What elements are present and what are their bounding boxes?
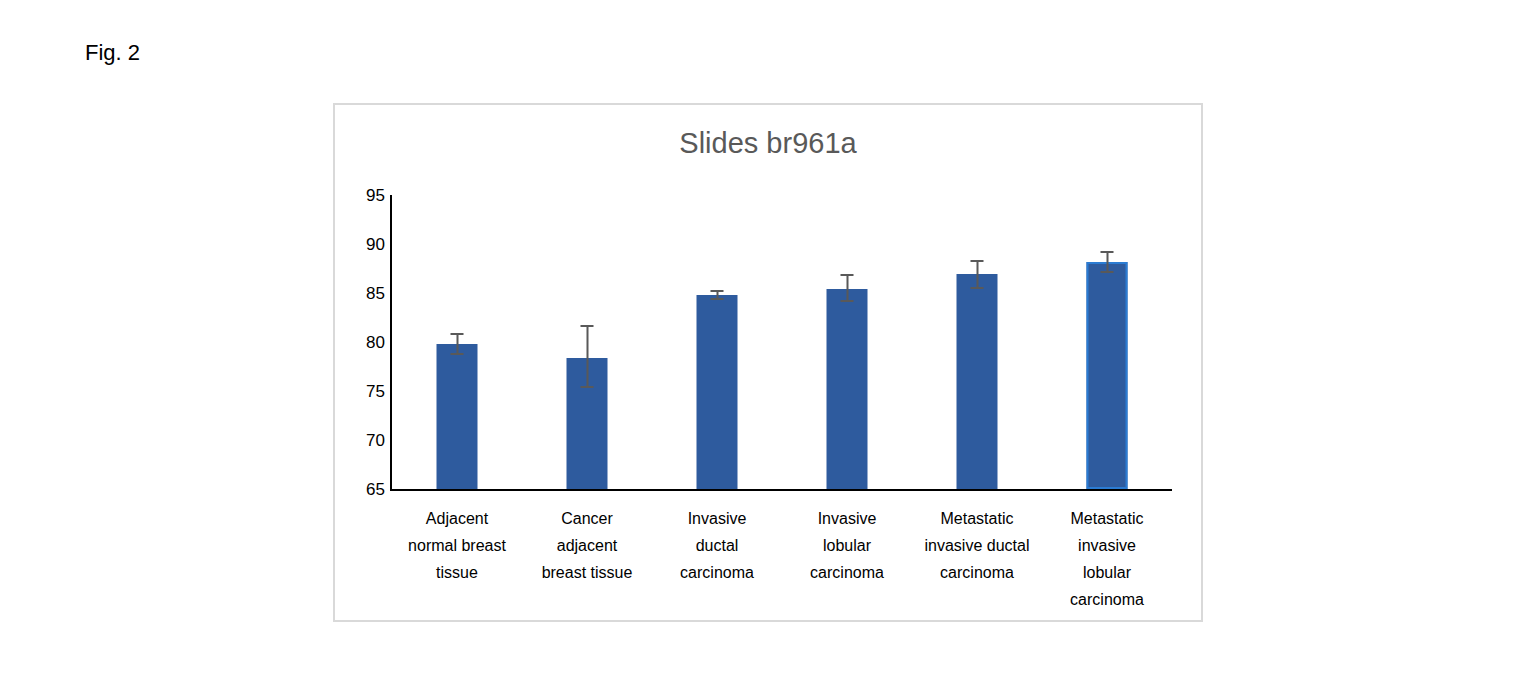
y-tick-label: 70 <box>366 432 385 449</box>
error-bar-line <box>456 333 458 355</box>
x-category-label: Metastatic invasive lobular carcinoma <box>1042 505 1172 613</box>
error-bar-cap <box>581 325 594 327</box>
x-axis-line <box>390 489 1172 491</box>
bar-column <box>782 195 912 489</box>
chart-container: Slides br961a 65 70 75 80 85 90 95 Adjacent no… <box>333 103 1203 622</box>
y-tick-label: 75 <box>366 383 385 400</box>
bar-column <box>652 195 782 489</box>
error-bar-cap <box>711 290 724 292</box>
error-bar-cap <box>841 274 854 276</box>
error-bar-line <box>586 325 588 388</box>
bar <box>437 344 478 489</box>
y-tick-label: 85 <box>366 285 385 302</box>
x-axis-category-labels: Adjacent normal breast tissueCancer adja… <box>392 505 1172 613</box>
x-category-label: Adjacent normal breast tissue <box>392 505 522 613</box>
plot-area <box>392 195 1172 489</box>
x-category-label: Invasive lobular carcinoma <box>782 505 912 613</box>
error-bar-cap <box>841 300 854 302</box>
error-bar-cap <box>451 353 464 355</box>
error-bar-cap <box>451 333 464 335</box>
bar-column <box>1042 195 1172 489</box>
error-bar <box>971 260 984 289</box>
error-bar-cap <box>971 287 984 289</box>
error-bar <box>841 274 854 301</box>
bar <box>957 274 998 489</box>
error-bar <box>711 290 724 300</box>
x-category-label: Metastatic invasive ductal carcinoma <box>912 505 1042 613</box>
error-bar-cap <box>1101 251 1114 253</box>
bar <box>1087 262 1128 489</box>
error-bar-cap <box>581 386 594 388</box>
bar-column <box>392 195 522 489</box>
error-bar <box>581 325 594 388</box>
chart-title: Slides br961a <box>335 127 1201 160</box>
error-bar-line <box>1106 251 1108 274</box>
x-category-label: Cancer adjacent breast tissue <box>522 505 652 613</box>
bar <box>827 289 868 489</box>
y-tick-label: 65 <box>366 481 385 498</box>
y-tick-label: 80 <box>366 334 385 351</box>
y-tick-label: 95 <box>366 187 385 204</box>
figure-label: Fig. 2 <box>85 40 140 66</box>
bars-group <box>392 195 1172 489</box>
bar <box>697 295 738 489</box>
y-tick-label: 90 <box>366 236 385 253</box>
error-bar-cap <box>711 298 724 300</box>
error-bar-line <box>976 260 978 289</box>
error-bar-line <box>846 274 848 301</box>
y-axis-tick-labels: 65707580859095 <box>343 195 385 489</box>
bar-column <box>912 195 1042 489</box>
error-bar-cap <box>1101 271 1114 273</box>
x-category-label: Invasive ductal carcinoma <box>652 505 782 613</box>
error-bar-cap <box>971 260 984 262</box>
bar-column <box>522 195 652 489</box>
error-bar <box>1101 251 1114 274</box>
error-bar <box>451 333 464 355</box>
